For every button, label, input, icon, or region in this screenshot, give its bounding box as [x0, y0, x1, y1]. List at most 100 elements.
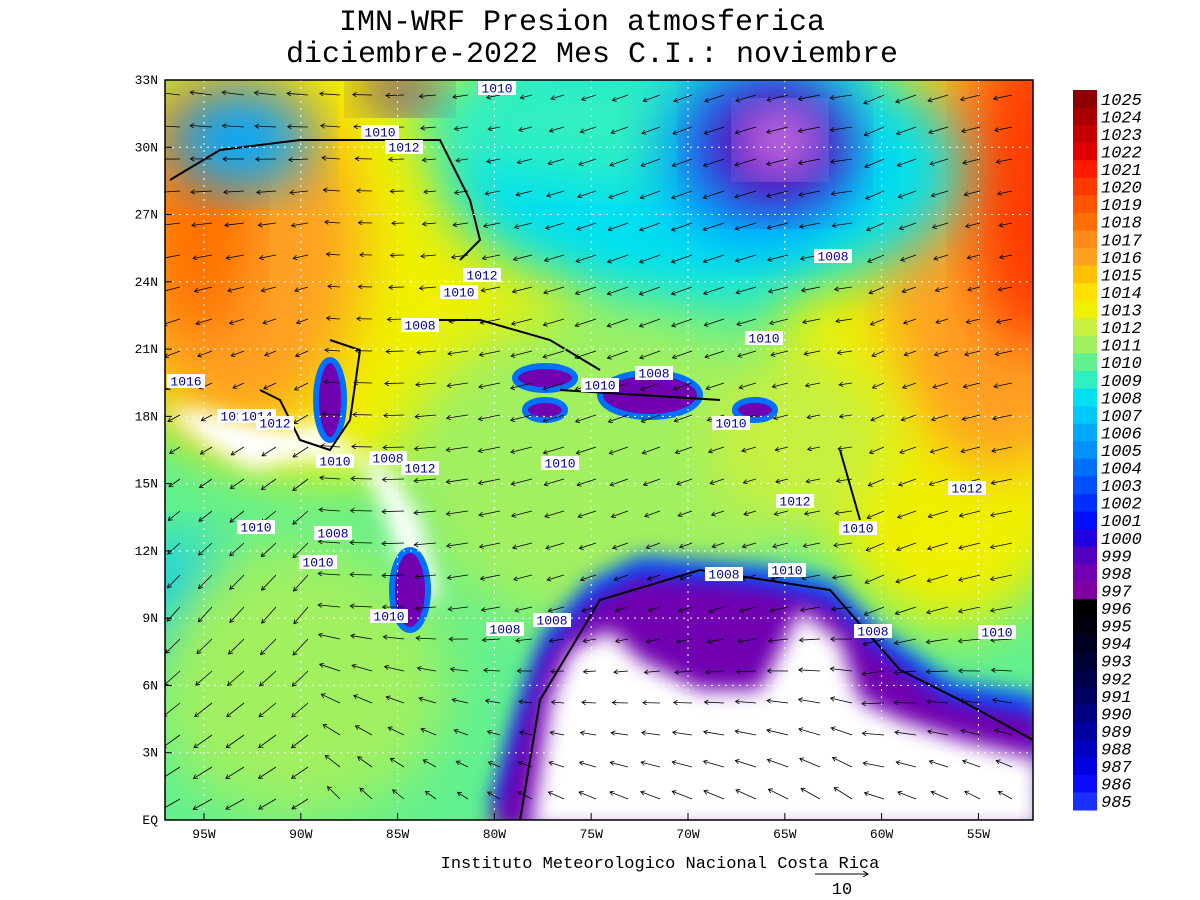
wind-vector	[705, 350, 725, 357]
wind-vector	[838, 351, 853, 353]
wind-vector	[705, 94, 725, 101]
wind-vector	[862, 703, 885, 704]
contour-label: 1010	[715, 416, 746, 431]
colorbar-label: 1023	[1101, 127, 1142, 146]
contour-label-box	[440, 285, 478, 299]
colorbar-label: 1010	[1101, 355, 1142, 374]
wind-vector	[229, 318, 245, 324]
wind-vector	[680, 542, 693, 547]
wind-vector	[896, 126, 917, 134]
wind-vector	[767, 94, 789, 100]
wind-vector	[831, 158, 853, 162]
wind-vector	[642, 733, 661, 735]
wind-vector	[611, 126, 629, 133]
pressure-region	[745, 110, 815, 170]
wind-vector	[927, 701, 949, 703]
colorbar-label: 1003	[1101, 478, 1142, 497]
wind-vector	[640, 222, 661, 230]
wind-vector	[928, 542, 949, 549]
land-mask	[531, 610, 1033, 820]
wind-vector	[869, 286, 885, 293]
wind-vector	[165, 350, 181, 357]
wind-vector	[259, 766, 277, 778]
wind-vector	[447, 542, 469, 546]
wind-vector	[165, 766, 181, 779]
wind-vector	[255, 126, 277, 127]
wind-vector	[488, 127, 501, 129]
wind-vector	[322, 158, 341, 159]
wind-vector	[228, 670, 245, 685]
wind-vector	[927, 574, 949, 581]
colorbar-swatch	[1073, 335, 1097, 354]
wind-vector	[963, 761, 981, 768]
wind-vector	[735, 760, 757, 768]
colorbar-label: 998	[1101, 566, 1132, 585]
wind-vector	[259, 798, 277, 809]
colorbar-label: 1006	[1101, 425, 1142, 444]
wind-vector	[871, 318, 885, 325]
contour-label-box	[768, 563, 806, 577]
colorbar-swatch	[1073, 722, 1097, 741]
wind-vector	[292, 222, 309, 226]
wind-vector	[222, 92, 245, 96]
wind-vector	[740, 606, 757, 611]
wind-vector	[836, 319, 853, 321]
wind-vector	[479, 510, 501, 515]
colorbar-label: 1015	[1101, 267, 1142, 286]
wind-vector	[993, 414, 1013, 419]
wind-vector	[616, 606, 629, 611]
wind-vector	[318, 573, 341, 575]
wind-vector	[799, 158, 821, 163]
wind-vector	[867, 510, 885, 518]
pressure-region	[170, 90, 310, 190]
wind-vector	[839, 383, 853, 385]
wind-vector	[199, 542, 213, 555]
wind-vector	[393, 790, 405, 800]
wind-vector	[447, 414, 469, 418]
wind-vector	[416, 638, 437, 639]
wind-vector	[289, 159, 309, 160]
colorbar-swatch	[1073, 651, 1097, 671]
wind-vector	[358, 757, 373, 768]
contour-label: 1010	[319, 454, 350, 469]
wind-vector	[928, 94, 949, 101]
wind-vector	[803, 318, 821, 322]
colorbar-swatch	[1073, 476, 1097, 495]
wind-vector	[415, 607, 437, 608]
wind-vector	[838, 447, 853, 449]
wind-vector	[296, 350, 309, 356]
contour-label-box	[256, 416, 294, 430]
colorbar: 1025102410231022102110201019101810171016…	[1073, 90, 1143, 813]
wind-vector	[487, 95, 501, 98]
contour-label: 1010	[302, 555, 333, 570]
wind-vector	[482, 639, 501, 640]
wind-vector	[543, 382, 565, 389]
wind-vector	[934, 254, 949, 259]
contour-label: 1010	[842, 521, 873, 536]
wind-vector	[261, 542, 277, 557]
wind-vector	[198, 350, 213, 356]
contour-label: 1008	[708, 567, 739, 582]
colorbar-label: 997	[1101, 583, 1132, 602]
wind-vectors	[165, 92, 1013, 810]
colorbar-swatch	[1073, 757, 1097, 776]
wind-vector	[868, 478, 885, 486]
pressure-field	[165, 80, 1033, 820]
low-region	[522, 397, 568, 423]
wind-vector	[446, 510, 469, 514]
wind-vector	[672, 762, 693, 768]
colorbar-swatch	[1073, 458, 1097, 477]
wind-vector	[801, 788, 821, 800]
wind-vector	[710, 478, 725, 484]
wind-vector	[640, 382, 661, 390]
wind-vector	[518, 792, 533, 800]
wind-vector	[704, 791, 725, 800]
wind-vector	[545, 254, 565, 261]
wind-vector	[294, 606, 309, 624]
wind-vector	[479, 350, 501, 355]
wind-vector	[929, 126, 949, 133]
wind-vector	[966, 318, 981, 322]
wind-vector	[195, 702, 213, 717]
wind-vector	[262, 606, 277, 623]
wind-vector	[640, 350, 661, 358]
